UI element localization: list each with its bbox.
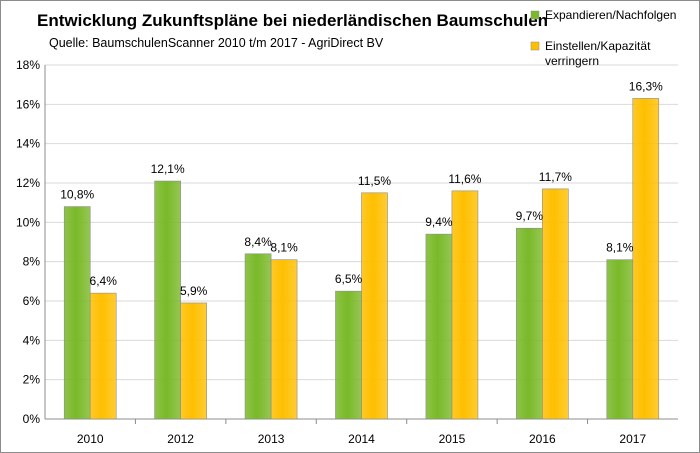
x-tick-label: 2015 <box>439 432 466 446</box>
x-tick-label: 2017 <box>619 432 646 446</box>
chart-title: Entwicklung Zukunftspläne bei niederländ… <box>37 11 548 30</box>
bar-expandieren <box>606 259 634 420</box>
data-label: 9,4% <box>425 215 453 229</box>
y-tick-label: 10% <box>16 215 40 229</box>
y-tick-label: 18% <box>16 58 40 72</box>
bar-expandieren <box>154 180 181 420</box>
bar-expandieren <box>63 206 91 420</box>
y-tick-label: 8% <box>23 255 41 269</box>
data-label: 11,5% <box>358 174 391 188</box>
y-tick-label: 0% <box>23 412 41 426</box>
legend: Expandieren/Nachfolgen Einstellen/Kapazit… <box>530 8 676 68</box>
bar-einstellen <box>542 188 569 420</box>
data-label: 5,9% <box>180 284 208 298</box>
y-tick-label: 14% <box>16 137 40 151</box>
data-label: 8,4% <box>244 235 272 249</box>
legend-swatch <box>530 10 540 20</box>
y-tick-label: 16% <box>16 97 40 111</box>
bar-einstellen <box>361 192 388 420</box>
x-tick-label: 2016 <box>529 432 556 446</box>
y-axis-ticks: 0% 2% 4% 6% 8% 10% 12% 14% 16% 18% <box>16 58 40 426</box>
data-label: 16,3% <box>629 79 663 93</box>
x-axis-ticks: 2010 2012 2013 2014 2015 2016 2017 <box>77 419 646 446</box>
chart-subtitle: Quelle: BaumschulenScanner 2010 t/m 2017… <box>49 36 384 50</box>
bar-expandieren <box>425 233 453 420</box>
y-tick-label: 12% <box>16 176 40 190</box>
legend-label: Einstellen/Kapazität verringern <box>545 39 651 68</box>
data-label: 9,7% <box>516 209 544 223</box>
data-label: 8,1% <box>270 241 298 255</box>
x-tick-label: 2010 <box>77 432 104 446</box>
data-labels: 10,8%6,4%12,1%5,9%8,4%8,1%6,5%11,5%9,4%1… <box>60 79 663 298</box>
data-label: 6,5% <box>335 272 363 286</box>
x-tick-label: 2014 <box>348 432 375 446</box>
bar-expandieren <box>516 227 543 420</box>
bar-einstellen <box>270 259 298 420</box>
data-label: 11,7% <box>539 170 572 184</box>
data-label: 10,8% <box>60 188 94 202</box>
bar-einstellen <box>180 302 207 420</box>
legend-label: Expandieren/Nachfolgen <box>545 8 676 22</box>
bar-einstellen <box>89 292 117 420</box>
x-tick-label: 2013 <box>258 432 285 446</box>
data-label: 11,6% <box>448 172 481 186</box>
x-tick-label: 2012 <box>167 432 194 446</box>
bar-expandieren <box>335 290 362 420</box>
bar-einstellen <box>632 98 660 420</box>
bar-expandieren <box>244 253 272 420</box>
data-label: 8,1% <box>606 241 634 255</box>
y-tick-label: 2% <box>23 373 41 387</box>
data-label: 12,1% <box>151 162 185 176</box>
data-label: 6,4% <box>90 274 118 288</box>
y-tick-label: 6% <box>23 294 41 308</box>
legend-swatch <box>530 41 540 51</box>
y-tick-label: 4% <box>23 333 41 347</box>
bar-einstellen <box>451 190 479 420</box>
bars <box>63 98 660 420</box>
